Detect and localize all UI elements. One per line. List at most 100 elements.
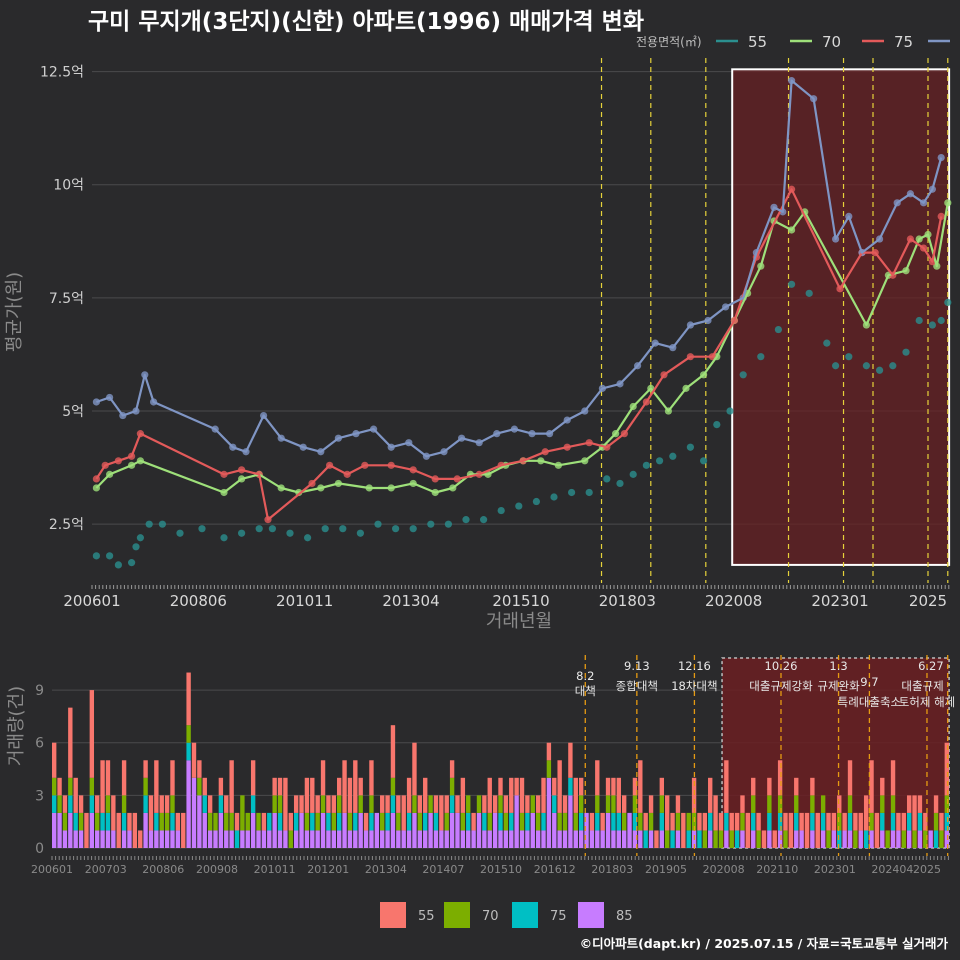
volume-bar-55 [304,777,310,813]
data-point-55 [726,407,734,415]
volume-bar-85 [374,812,380,848]
bar-legend-swatch-75 [512,902,538,928]
top-x-tick-label: 202301 [811,592,868,610]
data-point-55 [889,362,897,370]
data-point-55 [642,461,651,469]
volume-bar-55 [675,795,681,813]
bottom-y-tick-label: 0 [35,841,44,857]
volume-bar-70 [380,812,385,831]
volume-bar-85 [256,830,261,848]
data-point-55 [629,470,637,478]
bottom-x-tick-label: 201201 [307,863,349,876]
bar-legend-label-75: 75 [550,909,567,924]
volume-bar-85 [105,830,111,848]
volume-bar-85 [890,830,896,848]
volume-bar-55 [68,707,73,778]
volume-bar-85 [675,830,681,848]
volume-bar-75 [105,812,111,831]
volume-bar-75 [724,812,729,831]
data-point-55 [145,520,153,528]
volume-bar-85 [315,830,320,848]
volume-bar-70 [880,795,885,813]
volume-bar-75 [143,795,148,813]
data-point-55 [757,353,765,361]
volume-bar-70 [810,795,815,813]
bottom-x-tick-label: 201612 [534,863,576,876]
volume-bar-55 [283,777,288,831]
volume-bar-55 [261,812,267,831]
volume-bar-55 [138,830,143,848]
volume-bar-70 [686,812,691,831]
volume-bar-85 [121,830,127,848]
volume-bar-85 [557,830,562,848]
volume-bar-55 [665,795,670,831]
volume-bar-85 [336,830,342,848]
volume-bar-70 [605,795,611,813]
volume-bar-85 [159,830,164,848]
volume-bar-85 [466,830,471,848]
volume-bar-75 [578,812,584,831]
volume-bar-55 [492,795,498,813]
volume-bar-85 [482,830,487,848]
data-point-55 [427,520,435,528]
volume-bar-55 [595,760,600,796]
volume-bar-55 [552,777,557,796]
volume-bar-75 [423,812,428,831]
volume-bar-85 [272,812,277,848]
bottom-y-axis-label: 거래량(건) [6,686,27,766]
bottom-x-tick-label: 200806 [142,863,184,876]
volume-bar-55 [756,812,761,831]
volume-bar-85 [584,812,589,848]
volume-bar-85 [562,830,568,848]
top-y-tick-label: 10억 [53,178,84,194]
volume-bar-70 [466,795,471,813]
volume-bar-85 [525,830,530,848]
volume-bar-55 [433,795,439,813]
policy-label: 대책 [575,684,596,698]
policy-label: 규제완화 [817,679,860,693]
volume-bar-85 [541,830,546,848]
volume-bar-75 [385,812,390,831]
volume-bar-55 [503,795,509,813]
volume-bar-55 [896,812,901,831]
volume-bar-75 [595,812,600,831]
volume-bar-55 [546,742,552,761]
volume-bar-55 [681,812,686,848]
volume-bar-75 [498,812,503,831]
volume-bar-55 [390,725,396,778]
volume-bar-70 [213,812,218,831]
bottom-x-tick-label: 201407 [422,863,464,876]
volume-bar-75 [777,812,783,831]
volume-bar-70 [57,795,62,813]
volume-bar-70 [578,795,584,813]
volume-bar-55 [132,812,138,848]
volume-bar-55 [541,777,546,813]
volume-bar-55 [202,777,207,796]
volume-bar-70 [224,812,229,831]
volume-bar-55 [385,795,390,813]
volume-bar-55 [315,795,320,813]
volume-bar-85 [611,830,616,848]
volume-bar-85 [428,812,433,848]
volume-bar-85 [455,812,460,848]
volume-bar-55 [621,795,627,813]
legend-label-70: 70 [822,33,841,51]
data-point-55 [128,559,136,567]
volume-bar-70 [847,795,853,813]
volume-bar-75 [670,830,675,848]
volume-bar-75 [100,812,105,831]
volume-bar-55 [648,795,654,813]
volume-bar-55 [535,795,541,813]
volume-bar-70 [535,812,541,831]
data-point-55 [656,457,664,465]
bottom-x-tick-label: 202110 [756,863,798,876]
volume-bar-70 [95,812,100,831]
volume-bar-85 [111,830,116,848]
volume-bar-75 [794,812,799,831]
volume-bar-85 [250,812,256,848]
volume-bar-70 [751,795,756,813]
volume-bar-85 [347,830,353,848]
volume-bar-55 [159,795,164,813]
policy-date: 1.3 [829,659,847,673]
volume-bar-85 [154,830,159,848]
